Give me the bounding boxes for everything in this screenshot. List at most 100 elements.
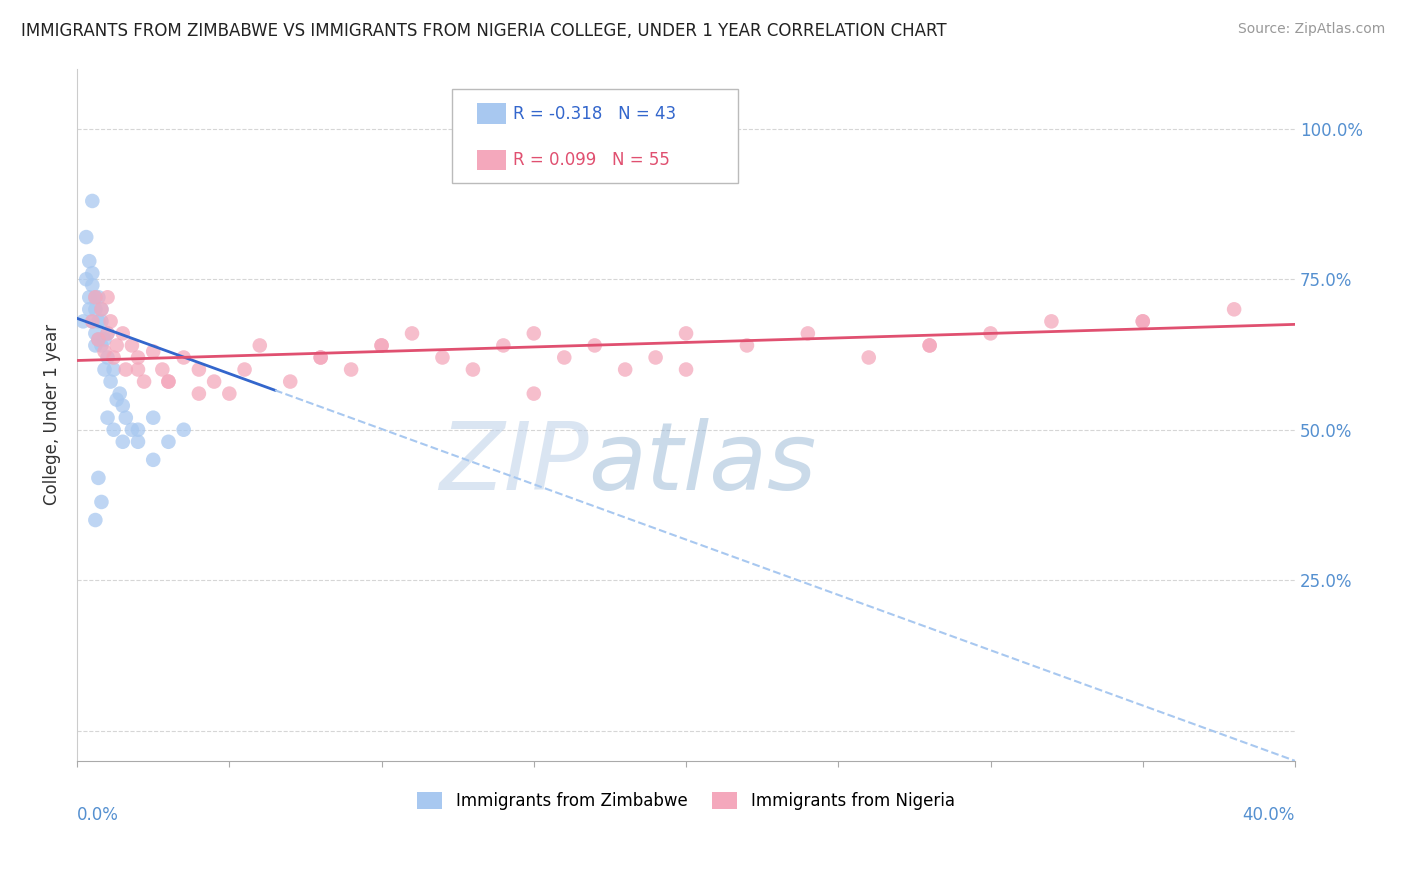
Point [127,351,149,365]
Point [87,471,110,485]
Point [142,344,165,359]
Point [93,333,115,347]
Point [918,338,941,352]
Text: R = 0.099   N = 55: R = 0.099 N = 55 [513,151,671,169]
Point [82,278,104,293]
Point [173,423,195,437]
Point [858,351,880,365]
Point [797,326,820,341]
Point [370,338,392,352]
Point [108,386,131,401]
Point [187,386,209,401]
Point [127,423,149,437]
Y-axis label: College, Under 1 year: College, Under 1 year [44,324,60,505]
Point [735,338,758,352]
Point [96,410,118,425]
Point [114,362,136,376]
Point [87,333,110,347]
Point [157,375,180,389]
Point [100,314,122,328]
Point [100,375,122,389]
Point [187,362,209,376]
Point [461,362,484,376]
Legend: Immigrants from Zimbabwe, Immigrants from Nigeria: Immigrants from Zimbabwe, Immigrants fro… [409,783,963,818]
Point [309,351,332,365]
Point [111,434,134,449]
Point [87,290,110,304]
Point [105,338,128,352]
Point [127,362,149,376]
Text: ZIP: ZIP [439,417,589,508]
Point [82,266,104,280]
Point [127,434,149,449]
Point [82,314,104,328]
Point [93,362,115,376]
Point [157,375,180,389]
Point [77,302,100,317]
Point [233,362,256,376]
Point [553,351,575,365]
Point [77,254,100,268]
Point [523,326,546,341]
Point [340,362,363,376]
Point [82,194,104,208]
Point [614,362,637,376]
Point [90,314,112,328]
Point [150,362,173,376]
Point [103,423,125,437]
Bar [477,150,506,170]
Point [77,290,100,304]
Point [84,338,107,352]
Point [84,290,107,304]
Point [278,375,301,389]
Point [918,338,941,352]
Point [432,351,454,365]
Point [157,434,180,449]
Point [249,338,271,352]
Point [492,338,515,352]
Point [93,344,115,359]
Point [90,495,112,509]
Point [75,230,97,244]
Point [1223,302,1246,317]
Point [675,362,697,376]
Point [96,351,118,365]
Point [583,338,606,352]
Point [1132,314,1154,328]
Point [523,386,546,401]
Point [1040,314,1063,328]
Point [202,375,225,389]
Point [96,326,118,341]
Point [105,392,128,407]
Point [103,362,125,376]
Point [142,453,165,467]
Point [980,326,1002,341]
Point [82,314,104,328]
Point [90,302,112,317]
Point [675,326,697,341]
Point [111,326,134,341]
Point [111,399,134,413]
Point [84,290,107,304]
Text: 40.0%: 40.0% [1243,805,1295,824]
Point [370,338,392,352]
FancyBboxPatch shape [453,89,738,183]
Point [90,338,112,352]
Text: R = -0.318   N = 43: R = -0.318 N = 43 [513,104,676,122]
Point [84,513,107,527]
Point [142,410,165,425]
Point [644,351,666,365]
Point [121,423,143,437]
Point [87,333,110,347]
Point [121,338,143,352]
Point [84,326,107,341]
Point [87,314,110,328]
Point [90,302,112,317]
Text: 0.0%: 0.0% [77,805,120,824]
Point [103,351,125,365]
Point [84,302,107,317]
Text: Source: ZipAtlas.com: Source: ZipAtlas.com [1237,22,1385,37]
Text: atlas: atlas [589,417,817,508]
Point [218,386,240,401]
Text: IMMIGRANTS FROM ZIMBABWE VS IMMIGRANTS FROM NIGERIA COLLEGE, UNDER 1 YEAR CORREL: IMMIGRANTS FROM ZIMBABWE VS IMMIGRANTS F… [21,22,946,40]
